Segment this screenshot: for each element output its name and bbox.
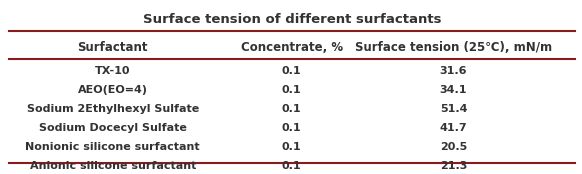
Text: Surface tension (25℃), mN/m: Surface tension (25℃), mN/m [355,41,552,54]
Text: 0.1: 0.1 [282,142,301,152]
Text: 0.1: 0.1 [282,123,301,133]
Text: 0.1: 0.1 [282,85,301,95]
Text: Concentrate, %: Concentrate, % [241,41,343,54]
Text: 21.3: 21.3 [440,161,467,171]
Text: 34.1: 34.1 [440,85,467,95]
Text: 0.1: 0.1 [282,161,301,171]
Text: Sodium Docecyl Sulfate: Sodium Docecyl Sulfate [39,123,187,133]
Text: Nonionic silicone surfactant: Nonionic silicone surfactant [26,142,200,152]
Text: AEO(EO=4): AEO(EO=4) [78,85,148,95]
Text: Surface tension of different surfactants: Surface tension of different surfactants [143,13,441,26]
Text: 51.4: 51.4 [440,104,467,114]
Text: 0.1: 0.1 [282,66,301,76]
Text: 20.5: 20.5 [440,142,467,152]
Text: TX-10: TX-10 [95,66,130,76]
Text: 31.6: 31.6 [440,66,467,76]
Text: Surfactant: Surfactant [77,41,148,54]
Text: 41.7: 41.7 [440,123,467,133]
Text: Sodium 2Ethylhexyl Sulfate: Sodium 2Ethylhexyl Sulfate [27,104,199,114]
Text: Anionic silicone surfactant: Anionic silicone surfactant [30,161,196,171]
Text: 0.1: 0.1 [282,104,301,114]
